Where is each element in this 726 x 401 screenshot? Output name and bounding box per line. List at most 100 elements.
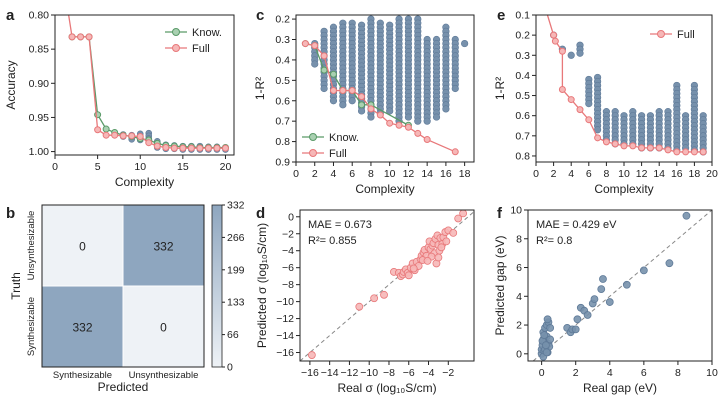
full-point xyxy=(699,148,707,156)
y-tick-label: 0.4 xyxy=(515,70,530,82)
panel-label-e: e xyxy=(497,7,505,24)
full-point xyxy=(187,144,195,152)
y-tick-label: 0.7 xyxy=(515,130,530,142)
scatter-point xyxy=(576,49,584,57)
full-point xyxy=(664,146,672,154)
scatter-point xyxy=(542,348,551,357)
x-tick-label: 12 xyxy=(403,168,415,180)
x-tick-label: −12 xyxy=(341,367,359,379)
scatter-point xyxy=(367,113,375,121)
full-point xyxy=(111,131,119,139)
full-point xyxy=(162,143,170,151)
know-point xyxy=(320,66,328,74)
panel-label-b: b xyxy=(6,205,15,222)
x-tick-label: 18 xyxy=(689,168,701,180)
y-tick-label: −12 xyxy=(276,313,294,325)
full-point xyxy=(358,93,366,101)
full-point xyxy=(386,119,394,127)
scatter-point xyxy=(461,39,469,48)
colorbar-tick-label: 199 xyxy=(227,264,245,276)
col-label: Synthesizable xyxy=(53,370,112,381)
panel-label-a: a xyxy=(6,7,15,24)
full-point xyxy=(550,31,558,39)
full-point xyxy=(690,148,698,156)
full-point xyxy=(567,96,575,104)
legend-marker xyxy=(309,133,317,141)
legend-label: Know. xyxy=(329,132,359,144)
panel-a-accuracy-chart: 0 5 10 15 20 0.80 0.85 0.90 0.95 1.00 Complexity Ac… xyxy=(4,10,235,189)
full-point xyxy=(602,138,610,146)
scatter-point xyxy=(590,295,599,304)
scatter-point xyxy=(567,51,575,59)
y-tick-label: −4 xyxy=(282,245,294,257)
full-point xyxy=(102,131,110,139)
x-tick-label: 16 xyxy=(440,168,452,180)
x-tick-label: 10 xyxy=(384,168,396,180)
y-tick-label: −8 xyxy=(282,279,294,291)
full-point xyxy=(558,47,566,55)
scatter-point xyxy=(454,214,463,223)
x-tick-label: −10 xyxy=(360,367,378,379)
y-tick-label: 10 xyxy=(510,205,522,217)
x-tick-label: 4 xyxy=(607,367,613,379)
scatter-point xyxy=(540,331,549,340)
x-axis-label: Complexity xyxy=(115,175,174,189)
y-tick-label: 0.8 xyxy=(515,150,530,162)
annotation: MAE = 0.673 xyxy=(308,219,372,231)
scatter-point xyxy=(665,259,674,268)
x-tick-label: 4 xyxy=(331,168,337,180)
x-tick-label: 0 xyxy=(52,161,58,173)
full-point xyxy=(170,144,178,152)
scatter-point xyxy=(546,335,555,344)
x-tick-label: 10 xyxy=(134,161,146,173)
cm-cell-value: 332 xyxy=(153,240,173,254)
full-point xyxy=(329,87,337,95)
y-tick-label: 0.95 xyxy=(29,112,50,124)
panel-label-d: d xyxy=(256,205,265,222)
scatter-point xyxy=(329,97,338,105)
x-tick-label: 14 xyxy=(653,168,665,180)
cm-cell-value: 0 xyxy=(160,321,167,335)
know-point xyxy=(358,101,366,109)
scatter-point xyxy=(605,298,614,306)
annotation: R²= 0.855 xyxy=(308,235,357,247)
panel-d-conductivity-parity: −16 −14 −12 −10 −8 −6 −4 −20−2−4−6−8−10−12−14−1… xyxy=(255,209,475,395)
y-tick-label: −16 xyxy=(276,347,294,359)
full-point xyxy=(682,148,690,156)
x-axis-label: Complexity xyxy=(594,182,653,196)
x-tick-label: 12 xyxy=(636,168,648,180)
scatter-point xyxy=(414,117,422,125)
y-tick-label: 6 xyxy=(516,262,522,274)
scatter-point xyxy=(571,325,580,334)
y-tick-label: 4 xyxy=(516,291,522,303)
colorbar-tick-label: 266 xyxy=(227,232,245,244)
scatter-point xyxy=(442,105,450,113)
full-point xyxy=(204,144,212,152)
y-tick-label: 2 xyxy=(516,320,522,332)
scatter-point xyxy=(386,107,394,115)
scatter-point xyxy=(451,84,459,93)
legend-marker xyxy=(172,28,180,36)
full-point xyxy=(655,144,663,152)
scatter-point xyxy=(339,101,347,109)
scatter-point xyxy=(442,237,451,246)
legend-label: Full xyxy=(329,148,347,160)
plot-frame xyxy=(299,209,475,362)
y-axis-label: Truth xyxy=(9,272,23,300)
scatter-point xyxy=(622,280,631,289)
full-point xyxy=(128,132,136,140)
full-point xyxy=(451,148,459,156)
y-tick-label: 0.6 xyxy=(515,110,530,122)
full-point xyxy=(94,126,102,134)
full-point xyxy=(376,111,384,119)
scatter-point xyxy=(307,351,316,359)
scatter-point xyxy=(423,256,432,265)
scatter-point xyxy=(543,315,552,324)
scatter-point xyxy=(404,113,413,121)
plot-frame xyxy=(41,204,205,368)
y-tick-label: 0.3 xyxy=(275,34,290,46)
scatter-point xyxy=(437,243,446,252)
full-point xyxy=(179,144,187,152)
scatter-point xyxy=(311,60,319,68)
